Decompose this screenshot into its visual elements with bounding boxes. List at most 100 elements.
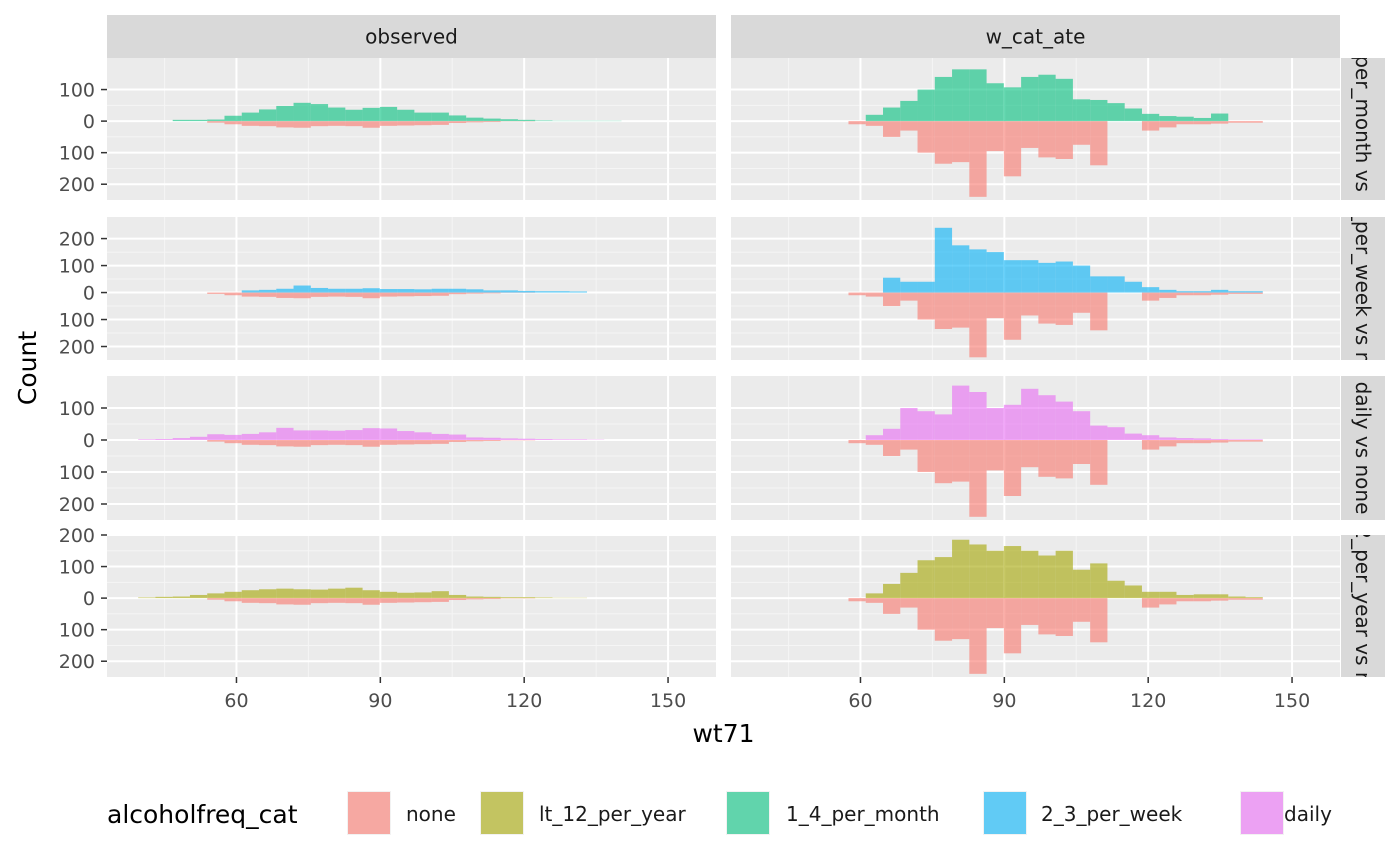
histogram-bar-1-4-per-month: [483, 118, 501, 122]
histogram-bar-none: [1176, 440, 1194, 444]
histogram-bars: [172, 102, 622, 128]
histogram-bar-2-3-per-week: [552, 291, 570, 293]
histogram-bar-2-3-per-week: [397, 289, 415, 293]
histogram-bar-none: [224, 598, 242, 602]
histogram-bar-daily: [328, 430, 346, 440]
histogram-bar-lt-12-per-year: [934, 557, 953, 599]
histogram-bar-daily: [379, 428, 398, 440]
histogram-bar-none: [1211, 121, 1229, 124]
histogram-bar-1-4-per-month: [466, 117, 484, 122]
histogram-bar-2-3-per-week: [917, 281, 935, 293]
histogram-bars: [848, 385, 1263, 517]
histogram-bar-2-3-per-week: [1038, 262, 1056, 293]
histogram-bar-none: [310, 440, 329, 446]
histogram-bar-daily: [310, 430, 329, 440]
histogram-bar-daily: [293, 430, 311, 440]
histogram-bar-none: [883, 121, 901, 137]
histogram-bar-none: [883, 440, 901, 456]
histogram-bar-lt-12-per-year: [1090, 563, 1108, 599]
histogram-bar-lt-12-per-year: [917, 560, 935, 599]
histogram-bar-daily: [1193, 438, 1212, 440]
histogram-bar-none: [1090, 292, 1108, 331]
histogram-bar-none: [1176, 598, 1194, 602]
histogram-bar-none: [276, 121, 294, 128]
histogram-bar-lt-12-per-year: [448, 594, 467, 599]
histogram-bar-none: [293, 121, 311, 128]
histogram-bar-none: [1072, 440, 1091, 464]
histogram-bar-none: [345, 292, 363, 297]
histogram-bar-none: [207, 440, 225, 442]
legend-swatch: [348, 792, 390, 834]
histogram-bar-none: [1072, 598, 1091, 622]
histogram-bar-none: [224, 440, 242, 444]
histogram-bar-none: [397, 292, 415, 297]
histogram-bar-daily: [397, 431, 415, 440]
x-tick-label: 150: [650, 690, 686, 712]
histogram-bar-lt-12-per-year: [1021, 550, 1039, 599]
histogram-bar-lt-12-per-year: [1055, 550, 1073, 599]
row-strip: [1341, 217, 1385, 360]
y-tick-label: 200: [59, 174, 95, 196]
histogram-bar-2-3-per-week: [883, 277, 901, 293]
histogram-bar-daily: [535, 439, 553, 440]
histogram-bar-1-4-per-month: [1193, 117, 1212, 122]
histogram-bar-1-4-per-month: [414, 112, 432, 122]
histogram-bar-daily: [1055, 401, 1073, 440]
histogram-bar-none: [865, 598, 884, 603]
x-tick-label: 60: [224, 690, 248, 712]
histogram-bar-lt-12-per-year: [414, 592, 432, 599]
histogram-bar-none: [259, 440, 277, 446]
histogram-bar-none: [483, 121, 501, 123]
histogram-bar-lt-12-per-year: [207, 593, 225, 599]
histogram-bar-none: [1193, 292, 1212, 296]
y-tick-label: 0: [83, 111, 95, 133]
x-tick-label: 120: [1130, 690, 1166, 712]
y-tick-label: 200: [59, 651, 95, 673]
panel-background: [107, 217, 716, 360]
histogram-bar-none: [1228, 121, 1246, 123]
column-strip: [731, 15, 1340, 58]
histogram-bar-daily: [466, 437, 484, 440]
histogram-bar-daily: [883, 428, 901, 440]
histogram-bar-1-4-per-month: [1124, 108, 1142, 122]
histogram-bar-daily: [1090, 425, 1108, 440]
histogram-bar-none: [1055, 440, 1073, 479]
histogram-bar-2-3-per-week: [500, 290, 518, 293]
histogram-bar-none: [276, 292, 294, 298]
histogram-bar-none: [379, 292, 398, 297]
histogram-bar-none: [379, 440, 398, 445]
histogram-bar-none: [483, 598, 501, 600]
histogram-bar-1-4-per-month: [934, 76, 953, 122]
histogram-bar-none: [1038, 292, 1056, 324]
histogram-bar-none: [934, 121, 953, 164]
histogram-bar-1-4-per-month: [224, 115, 242, 122]
histogram-bar-1-4-per-month: [500, 119, 518, 122]
histogram-bar-1-4-per-month: [172, 119, 190, 122]
y-tick-label: 100: [59, 462, 95, 484]
histogram-bar-none: [986, 598, 1004, 629]
histogram-bar-daily: [1003, 404, 1022, 440]
histogram-bar-none: [414, 121, 432, 126]
histogram-bar-none: [293, 440, 311, 447]
y-tick-label: 200: [59, 337, 95, 359]
histogram-bar-2-3-per-week: [986, 252, 1004, 293]
histogram-bar-lt-12-per-year: [1176, 594, 1194, 599]
histogram-bar-1-4-per-month: [1003, 87, 1022, 122]
histogram-bar-none: [900, 121, 918, 131]
histogram-bar-none: [1072, 292, 1091, 313]
histogram-bar-daily: [414, 432, 432, 440]
histogram-bar-none: [952, 440, 970, 482]
histogram-bar-none: [900, 440, 918, 450]
x-tick-label: 150: [1274, 690, 1310, 712]
histogram-bar-none: [1038, 121, 1056, 158]
y-tick-label: 0: [83, 283, 95, 305]
facet-panels: [107, 58, 1340, 677]
histogram-bar-lt-12-per-year: [189, 594, 208, 599]
histogram-bar-none: [345, 121, 363, 127]
legend-swatch: [481, 792, 523, 834]
histogram-bar-2-3-per-week: [1072, 265, 1091, 293]
histogram-bar-daily: [224, 434, 242, 440]
histogram-bar-none: [1090, 598, 1108, 643]
histogram-bar-daily: [172, 438, 190, 440]
histogram-bar-none: [1141, 292, 1160, 301]
